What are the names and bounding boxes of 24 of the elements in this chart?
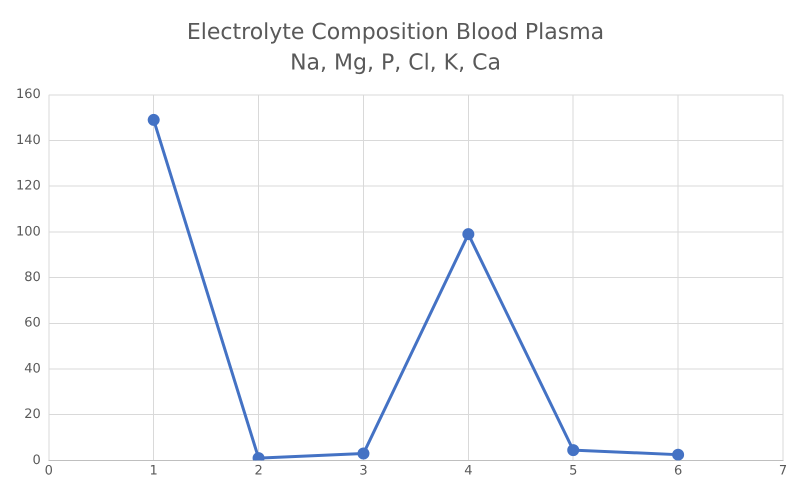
y-tick-label: 20 <box>24 407 41 422</box>
point <box>148 114 160 126</box>
y-tick-label: 140 <box>16 132 41 148</box>
x-tick-label: 1 <box>150 464 158 479</box>
y-tick-label: 80 <box>24 270 41 285</box>
y-tick-label: 60 <box>24 316 41 331</box>
x-tick-label: 2 <box>254 464 263 479</box>
point <box>462 228 474 240</box>
chart-subtitle: Na, Mg, P, Cl, K, Ca <box>290 50 501 76</box>
x-tick-label: 4 <box>464 464 472 479</box>
y-tick-label: 0 <box>32 452 41 468</box>
point <box>567 444 580 456</box>
x-tick-label: 0 <box>44 464 53 479</box>
y-tick-label: 160 <box>16 87 41 102</box>
x-tick-label: 3 <box>359 464 368 479</box>
x-tick-label: 7 <box>778 464 788 479</box>
chart-title: Electrolyte Composition Blood Plasma <box>186 20 604 45</box>
x-tick-label: 5 <box>569 464 578 479</box>
y-tick-label: 40 <box>24 361 41 376</box>
point <box>672 448 684 460</box>
y-tick-label: 100 <box>16 224 41 240</box>
x-tick-label: 6 <box>674 464 682 479</box>
y-tick-label: 120 <box>16 178 41 194</box>
point <box>357 448 370 460</box>
